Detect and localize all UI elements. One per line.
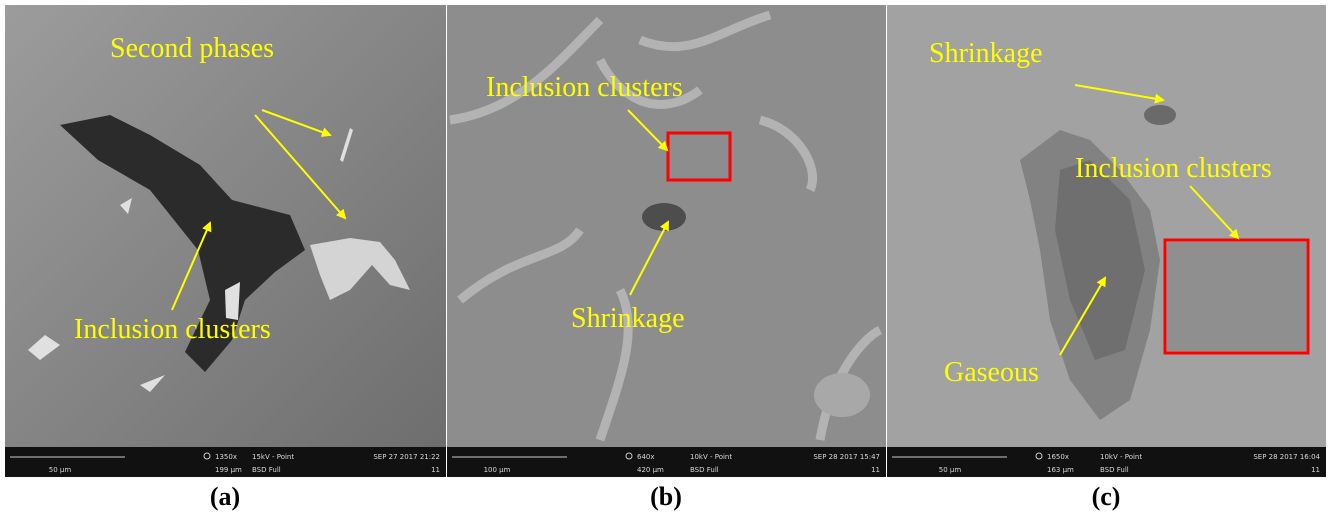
- voltage: 15kV - Point: [252, 453, 294, 461]
- annotation: Inclusion clusters: [1075, 153, 1272, 184]
- panel-label: (c): [1092, 482, 1121, 511]
- scale-text: 50 µm: [939, 466, 962, 474]
- annotation: Shrinkage: [571, 303, 685, 334]
- image-id: 11: [431, 466, 440, 474]
- detector: BSD Full: [690, 466, 719, 474]
- field-width: 420 µm: [637, 466, 664, 474]
- voltage: 10kV - Point: [1100, 453, 1142, 461]
- date: SEP 27 2017 21:22: [373, 453, 440, 461]
- field-width: 163 µm: [1047, 466, 1074, 474]
- annotation: Inclusion clusters: [486, 72, 683, 103]
- panel-label: (b): [650, 482, 682, 511]
- detector: BSD Full: [1100, 466, 1129, 474]
- date: SEP 28 2017 15:47: [813, 453, 880, 461]
- scale-text: 100 µm: [484, 466, 511, 474]
- figure: 50 µm 1350x 199 µm 15kV - Point BSD Full…: [0, 0, 1328, 517]
- field-width: 199 µm: [215, 466, 242, 474]
- shrinkage-region: [1144, 105, 1176, 125]
- annotation: Second phases: [110, 33, 274, 64]
- scale-text: 50 µm: [49, 466, 72, 474]
- info-bar: [447, 447, 886, 477]
- voltage: 10kV - Point: [690, 453, 732, 461]
- detector: BSD Full: [252, 466, 281, 474]
- image-id: 11: [871, 466, 880, 474]
- panel-b: 100 µm 640x 420 µm 10kV - Point BSD Full…: [447, 5, 886, 511]
- inclusion-region: [1167, 242, 1306, 351]
- shrinkage-region: [642, 203, 686, 231]
- annotation: Inclusion clusters: [74, 314, 271, 345]
- annotation: Shrinkage: [929, 38, 1043, 69]
- panel-label: (a): [210, 482, 240, 511]
- panel-a: 50 µm 1350x 199 µm 15kV - Point BSD Full…: [5, 5, 446, 511]
- magnification: 640x: [637, 453, 655, 461]
- magnification: 1650x: [1047, 453, 1069, 461]
- image-id: 11: [1311, 466, 1320, 474]
- annotation: Gaseous: [944, 357, 1039, 388]
- phase: [814, 373, 870, 417]
- magnification: 1350x: [215, 453, 237, 461]
- panel-c: 50 µm 1650x 163 µm 10kV - Point BSD Full…: [887, 5, 1326, 511]
- date: SEP 28 2017 16:04: [1253, 453, 1320, 461]
